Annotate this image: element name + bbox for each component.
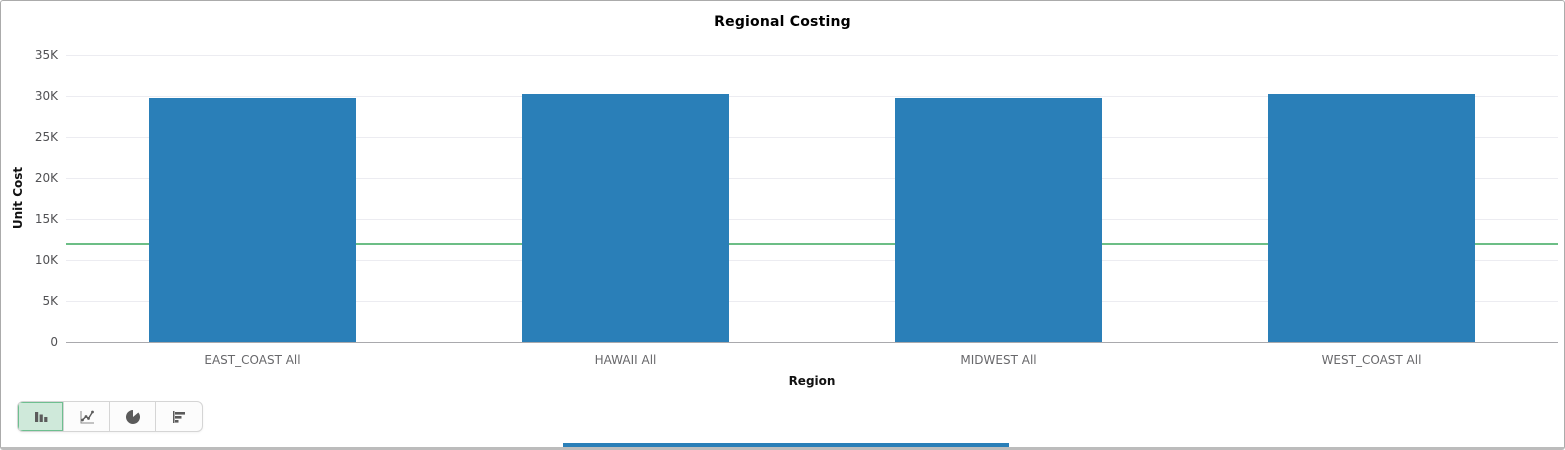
grid-line — [66, 260, 1558, 261]
chart-title: Regional Costing — [714, 14, 851, 30]
reference-line — [66, 243, 1558, 245]
grid-line — [66, 96, 1558, 97]
horizontal-bar-chart-icon — [169, 408, 189, 426]
bar-chart-button[interactable] — [18, 402, 64, 431]
x-axis-title: Region — [788, 374, 836, 388]
horizontal-scrollbar-thumb[interactable] — [563, 443, 1009, 447]
line-chart-button[interactable] — [64, 402, 110, 431]
chart-type-toolbar — [17, 401, 203, 432]
x-axis-line — [66, 342, 1558, 343]
y-tick-label: 35K — [34, 48, 58, 62]
x-category-label: EAST_COAST All — [204, 353, 301, 367]
grid-line — [66, 219, 1558, 220]
x-category-label: MIDWEST All — [960, 353, 1037, 367]
bar-MIDWEST All[interactable] — [895, 98, 1102, 342]
grid-line — [66, 178, 1558, 179]
pie-chart-icon — [123, 408, 143, 426]
grid-line — [66, 55, 1558, 56]
y-tick-label: 15K — [34, 212, 58, 226]
horizontal-bar-chart-button[interactable] — [156, 402, 202, 431]
bar-chart-icon — [31, 408, 51, 426]
y-tick-label: 25K — [34, 130, 58, 144]
pie-chart-button[interactable] — [110, 402, 156, 431]
y-tick-label: 5K — [42, 294, 58, 308]
y-tick-label: 10K — [34, 253, 58, 267]
line-chart-icon — [77, 408, 97, 426]
grid-line — [66, 301, 1558, 302]
grid-line — [66, 137, 1558, 138]
y-tick-label: 30K — [34, 89, 58, 103]
y-tick-label: 0 — [50, 335, 58, 349]
bar-HAWAII All[interactable] — [522, 93, 729, 342]
bar-WEST_COAST All[interactable] — [1268, 94, 1475, 342]
y-tick-label: 20K — [34, 171, 58, 185]
bar-EAST_COAST All[interactable] — [149, 97, 356, 342]
x-category-label: HAWAII All — [594, 353, 657, 367]
x-category-label: WEST_COAST All — [1321, 353, 1422, 367]
